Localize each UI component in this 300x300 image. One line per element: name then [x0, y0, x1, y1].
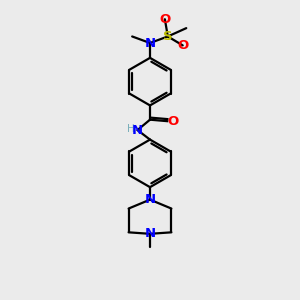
Text: H: H	[127, 124, 135, 134]
Text: N: N	[144, 37, 156, 50]
Text: N: N	[144, 193, 156, 206]
Text: N: N	[132, 124, 143, 136]
Text: O: O	[159, 13, 170, 26]
Text: O: O	[177, 39, 188, 52]
Text: N: N	[144, 227, 156, 240]
Text: S: S	[163, 30, 172, 43]
Text: O: O	[168, 115, 179, 128]
